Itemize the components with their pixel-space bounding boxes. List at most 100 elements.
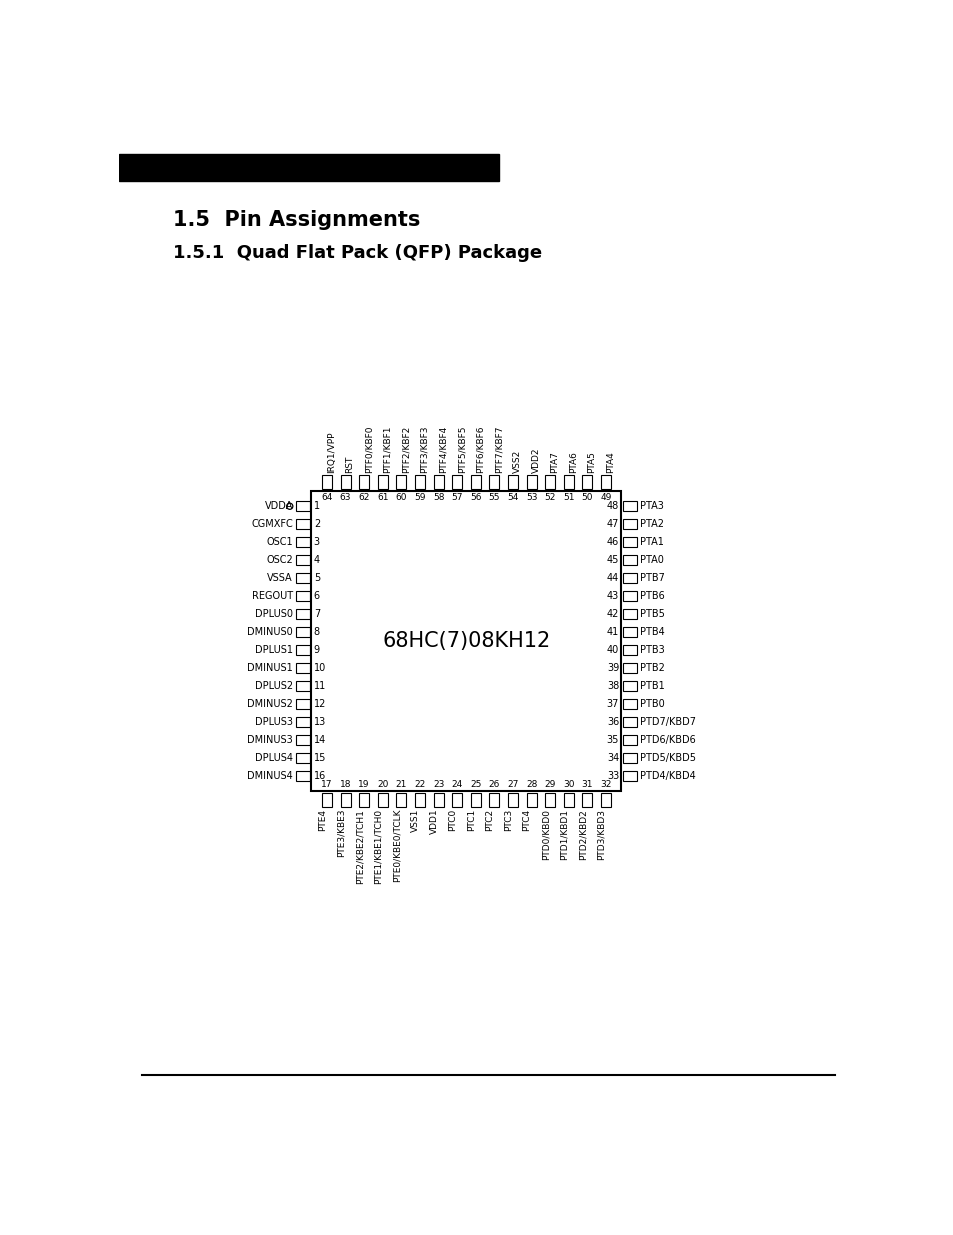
Text: PTA4: PTA4 [605,451,615,473]
Text: 3: 3 [314,537,319,547]
Bar [507,793,517,806]
Text: 48: 48 [606,501,618,511]
Text: PTD6/KBD6: PTD6/KBD6 [639,735,695,745]
Text: 35: 35 [606,735,618,745]
Text: IRQ1/VPP: IRQ1/VPP [327,432,335,473]
Bar [600,475,610,489]
Bar [622,592,637,601]
Bar [622,609,637,619]
Text: PTD0/KBD0: PTD0/KBD0 [540,809,550,860]
Bar [295,663,310,673]
Bar [622,663,637,673]
Text: PTE0/KBE0/TCLK: PTE0/KBE0/TCLK [392,809,401,882]
Bar [295,537,310,547]
Text: 43: 43 [606,592,618,601]
Text: 5: 5 [314,573,319,583]
Bar [377,793,387,806]
Text: PTD7/KBD7: PTD7/KBD7 [639,716,696,727]
Text: VSS2: VSS2 [513,450,521,473]
Bar [622,753,637,763]
Bar [470,475,480,489]
Text: 24: 24 [451,779,462,789]
Text: 10: 10 [314,663,326,673]
Text: 54: 54 [507,493,518,503]
Bar [321,475,332,489]
Bar [622,771,637,781]
Text: VSSA: VSSA [267,573,293,583]
Text: 47: 47 [606,519,618,530]
Text: PTA6: PTA6 [568,451,578,473]
Bar [295,680,310,690]
Text: DPLUS3: DPLUS3 [254,716,293,727]
Text: 62: 62 [358,493,370,503]
Bar [622,735,637,745]
Bar [544,793,555,806]
Text: PTD2/KBD2: PTD2/KBD2 [578,809,587,860]
Text: 33: 33 [606,771,618,781]
Bar [358,793,369,806]
Text: 9: 9 [314,645,319,655]
Bar [395,793,406,806]
Text: DPLUS2: DPLUS2 [254,680,293,690]
Text: PTD5/KBD5: PTD5/KBD5 [639,753,696,763]
Bar [295,735,310,745]
Text: 6: 6 [314,592,319,601]
Bar [544,475,555,489]
Bar [489,475,498,489]
Text: DPLUS1: DPLUS1 [254,645,293,655]
Text: PTF3/KBF3: PTF3/KBF3 [419,426,429,473]
Text: 27: 27 [507,779,518,789]
Bar [295,716,310,727]
Bar [452,475,461,489]
Bar [433,475,443,489]
Text: 7: 7 [314,609,319,619]
Bar [622,627,637,637]
Bar [622,537,637,547]
Text: 14: 14 [314,735,326,745]
Text: PTC3: PTC3 [503,809,513,831]
Text: PTE3/KBE3: PTE3/KBE3 [336,809,345,857]
Text: 30: 30 [562,779,574,789]
Text: PTB3: PTB3 [639,645,664,655]
Text: 2: 2 [314,519,319,530]
Text: 61: 61 [376,493,388,503]
Text: PTF7/KBF7: PTF7/KBF7 [494,426,503,473]
Text: PTA3: PTA3 [639,501,663,511]
Text: 22: 22 [414,779,425,789]
Text: RST: RST [345,456,355,473]
Bar [622,519,637,530]
Bar [295,627,310,637]
Bar [295,519,310,530]
Text: 32: 32 [599,779,611,789]
Text: 51: 51 [562,493,574,503]
Text: 17: 17 [321,779,333,789]
Text: 57: 57 [451,493,462,503]
Text: PTF2/KBF2: PTF2/KBF2 [401,426,410,473]
Text: 13: 13 [314,716,326,727]
Bar [295,592,310,601]
Text: 46: 46 [606,537,618,547]
Text: PTF5/KBF5: PTF5/KBF5 [456,426,466,473]
Bar [581,793,592,806]
Text: PTB6: PTB6 [639,592,664,601]
Text: DPLUS4: DPLUS4 [254,753,293,763]
Bar [622,645,637,655]
Bar [622,501,637,511]
Text: 21: 21 [395,779,407,789]
Bar [470,793,480,806]
Bar [581,475,592,489]
Text: PTA2: PTA2 [639,519,663,530]
Bar [415,475,424,489]
Text: 1.5.1  Quad Flat Pack (QFP) Package: 1.5.1 Quad Flat Pack (QFP) Package [173,245,542,263]
Bar [340,793,350,806]
Bar [433,793,443,806]
Text: 4: 4 [314,556,319,566]
Text: PTD4/KBD4: PTD4/KBD4 [639,771,695,781]
Text: DMINUS1: DMINUS1 [247,663,293,673]
Bar [622,556,637,566]
Text: OSC1: OSC1 [266,537,293,547]
Text: VDD2: VDD2 [531,447,540,473]
Text: 1: 1 [314,501,319,511]
Text: CGMXFC: CGMXFC [251,519,293,530]
Text: DMINUS0: DMINUS0 [247,627,293,637]
